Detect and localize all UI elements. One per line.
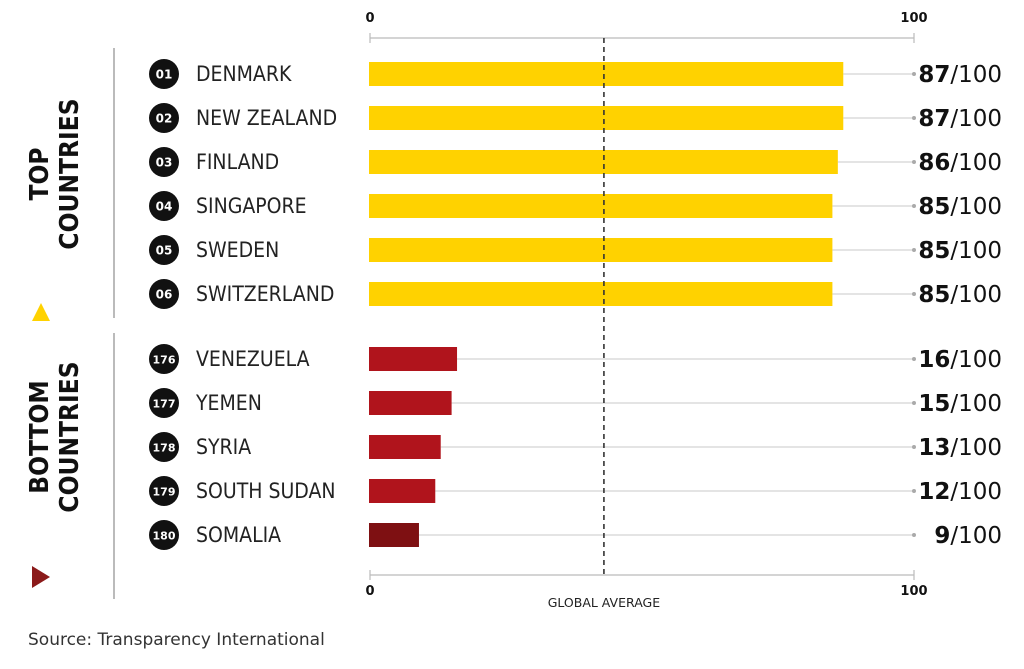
- axis-tick-label-top-max: 100: [900, 11, 927, 26]
- country-label-new-zealand: NEW ZEALAND: [196, 106, 337, 130]
- leader-dot-south-sudan: [912, 489, 916, 493]
- group-marker-right: [32, 566, 50, 588]
- axis-tick-label-bottom-max: 100: [900, 584, 927, 599]
- global-average-label: GLOBAL AVERAGE: [548, 595, 661, 610]
- score-label-sweden: 85/100: [918, 238, 1002, 264]
- leader-dot-denmark: [912, 72, 916, 76]
- rank-label-yemen: 177: [153, 398, 176, 411]
- country-label-finland: FINLAND: [196, 150, 279, 174]
- leader-dot-singapore: [912, 204, 916, 208]
- bar-somalia: [369, 523, 419, 547]
- country-label-sweden: SWEDEN: [196, 238, 279, 262]
- rank-badge-somalia: [149, 520, 179, 550]
- bar-finland: [369, 150, 838, 174]
- country-label-somalia: SOMALIA: [196, 523, 281, 547]
- rank-label-south-sudan: 179: [153, 486, 176, 499]
- leader-dot-new-zealand: [912, 116, 916, 120]
- leader-dot-finland: [912, 160, 916, 164]
- rank-label-venezuela: 176: [153, 354, 176, 367]
- rank-badge-sweden: [149, 235, 179, 265]
- leader-dot-somalia: [912, 533, 916, 537]
- rank-label-denmark: 01: [156, 68, 173, 82]
- score-label-new-zealand: 87/100: [918, 106, 1002, 132]
- group-label-1-line-0: BOTTOM: [25, 380, 55, 493]
- axis-tick-label-bottom-min: 0: [365, 584, 374, 599]
- country-label-south-sudan: SOUTH SUDAN: [196, 479, 336, 503]
- score-label-finland: 86/100: [918, 150, 1002, 176]
- rank-label-sweden: 05: [156, 244, 173, 258]
- rank-label-singapore: 04: [156, 200, 173, 214]
- bar-switzerland: [369, 282, 833, 306]
- bar-new-zealand: [369, 106, 844, 130]
- bar-venezuela: [369, 347, 458, 371]
- leader-dot-venezuela: [912, 357, 916, 361]
- group-label-0-line-1: COUNTRIES: [55, 98, 85, 249]
- bar-yemen: [369, 391, 452, 415]
- bar-sweden: [369, 238, 833, 262]
- bar-denmark: [369, 62, 844, 86]
- score-label-south-sudan: 12/100: [918, 479, 1002, 505]
- bar-south-sudan: [369, 479, 436, 503]
- group-marker-up: [32, 303, 50, 321]
- rank-badge-yemen: [149, 388, 179, 418]
- rank-label-new-zealand: 02: [156, 112, 173, 126]
- leader-dot-yemen: [912, 401, 916, 405]
- score-label-switzerland: 85/100: [918, 282, 1002, 308]
- bar-syria: [369, 435, 441, 459]
- country-label-yemen: YEMEN: [195, 391, 262, 415]
- rank-badge-venezuela: [149, 344, 179, 374]
- group-label-0-line-0: TOP: [25, 148, 55, 201]
- score-label-yemen: 15/100: [918, 391, 1002, 417]
- country-label-syria: SYRIA: [196, 435, 251, 459]
- score-label-somalia: 9/100: [934, 523, 1002, 549]
- group-label-1-line-1: COUNTRIES: [55, 361, 85, 512]
- rank-badge-switzerland: [149, 279, 179, 309]
- leader-dot-switzerland: [912, 292, 916, 296]
- rank-label-syria: 178: [153, 442, 176, 455]
- score-label-denmark: 87/100: [918, 62, 1002, 88]
- rank-label-finland: 03: [156, 156, 173, 170]
- country-label-singapore: SINGAPORE: [196, 194, 307, 218]
- rank-badge-denmark: [149, 59, 179, 89]
- leader-dot-syria: [912, 445, 916, 449]
- axis-tick-label-top-min: 0: [365, 11, 374, 26]
- country-label-switzerland: SWITZERLAND: [196, 282, 334, 306]
- rank-badge-singapore: [149, 191, 179, 221]
- rank-label-somalia: 180: [153, 530, 176, 543]
- leader-dot-sweden: [912, 248, 916, 252]
- rank-badge-finland: [149, 147, 179, 177]
- country-label-venezuela: VENEZUELA: [196, 347, 310, 371]
- bar-singapore: [369, 194, 833, 218]
- score-label-singapore: 85/100: [918, 194, 1002, 220]
- rank-badge-syria: [149, 432, 179, 462]
- rank-badge-south-sudan: [149, 476, 179, 506]
- score-label-syria: 13/100: [918, 435, 1002, 461]
- rank-badge-new-zealand: [149, 103, 179, 133]
- source-note: Source: Transparency International: [28, 630, 325, 650]
- country-label-denmark: DENMARK: [196, 62, 292, 86]
- rank-label-switzerland: 06: [156, 288, 173, 302]
- score-label-venezuela: 16/100: [918, 347, 1002, 373]
